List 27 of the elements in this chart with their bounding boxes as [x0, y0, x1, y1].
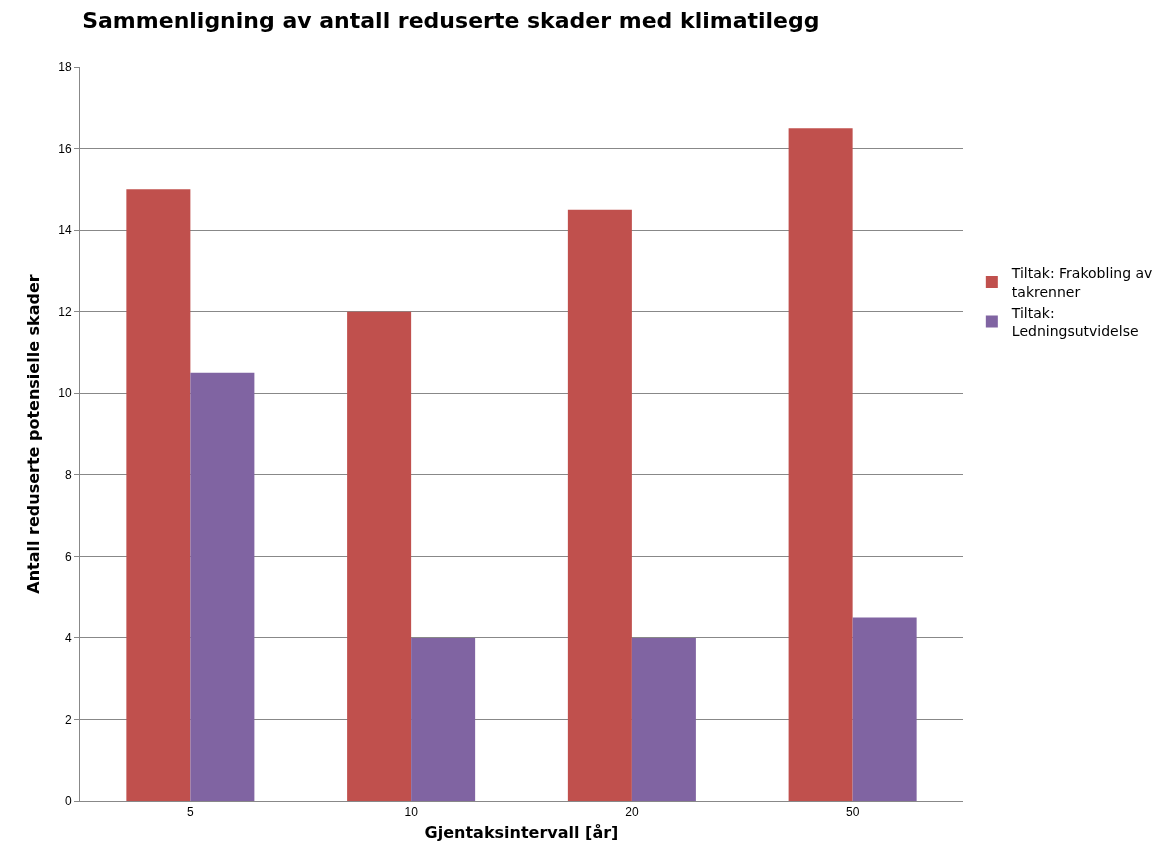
y-tick-label: 12 — [58, 304, 72, 319]
bar — [190, 372, 255, 801]
x-tick-label: 10 — [404, 805, 419, 820]
x-tick-label: 50 — [845, 805, 860, 820]
bar — [788, 128, 853, 801]
y-axis-title: Antall reduserte potensielle skader — [24, 274, 44, 594]
y-tick-label: 10 — [58, 386, 72, 401]
y-tick-label: 4 — [64, 631, 72, 646]
y-tick-label: 0 — [64, 794, 72, 809]
bar — [852, 617, 917, 801]
bar — [347, 311, 412, 801]
bar — [567, 209, 632, 801]
y-tick-label: 18 — [58, 60, 72, 75]
bar — [126, 189, 191, 801]
x-tick-label: 5 — [187, 805, 195, 820]
y-tick-label: 16 — [58, 141, 72, 156]
chart-title: Sammenligning av antall reduserte skader med klimatilegg — [82, 8, 820, 34]
y-tick-label: 14 — [58, 223, 72, 238]
y-tick-label: 2 — [64, 712, 72, 727]
bar — [411, 637, 476, 801]
y-tick-label: 8 — [64, 467, 72, 482]
legend-label: Tiltak: Frakobling av takrenner — [1010, 265, 1153, 300]
legend-label: Tiltak: Ledningsutvidelse — [1010, 304, 1139, 340]
x-tick-label: 20 — [625, 805, 639, 820]
y-tick-label: 6 — [64, 549, 72, 564]
x-axis-title: Gjentaksintervall [år] — [424, 823, 619, 843]
bar — [631, 637, 696, 801]
